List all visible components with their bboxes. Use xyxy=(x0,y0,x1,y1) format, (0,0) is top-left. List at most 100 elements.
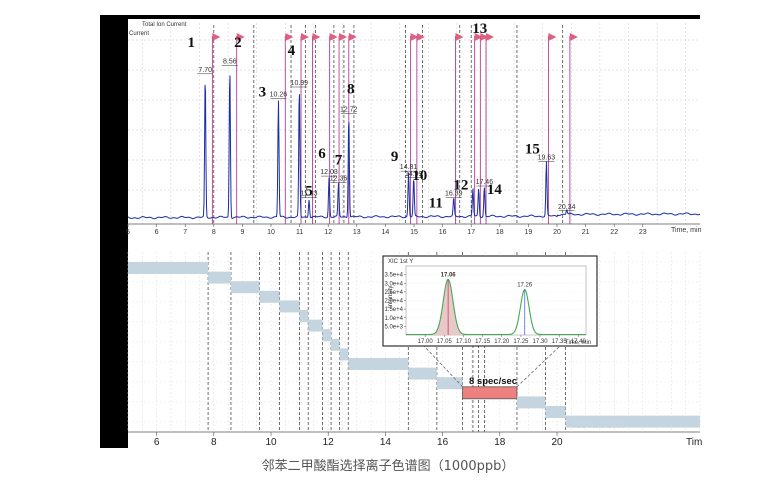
tic-peak-number: 14 xyxy=(487,182,503,198)
tic-grid xyxy=(128,23,700,224)
tic-x-tick-label: 11 xyxy=(296,229,303,236)
spec-rate-annotation: 8 spec/sec xyxy=(469,376,517,387)
tic-x-tick-label: 14 xyxy=(382,229,390,236)
segment-x-tick-label: 6 xyxy=(154,437,160,448)
inset-xic-trace xyxy=(406,278,586,336)
inset-peak-labels: 17.06 17.26 xyxy=(441,272,533,288)
tic-peak-number: 11 xyxy=(429,196,443,212)
tic-flag-icon xyxy=(474,33,483,41)
tic-flag-icon xyxy=(285,33,294,41)
tic-x-tick-label: 21 xyxy=(582,229,590,236)
tic-rt-label: 19.63 xyxy=(538,154,556,161)
tic-flag-icon xyxy=(236,33,245,41)
tic-flag-icon xyxy=(301,33,310,41)
tic-title: Total Ion Current xyxy=(142,22,187,28)
segment-x-tick-label: 14 xyxy=(380,437,392,448)
inset-x-tick-label: 17.35 xyxy=(552,339,568,345)
tic-x-tick-label: 5 xyxy=(126,229,130,236)
inset-x-tick-label: 17.00 xyxy=(418,339,434,345)
inset-x-tick-label: 17.30 xyxy=(533,339,549,345)
dark-frame-top xyxy=(100,15,700,19)
tic-flag-icon xyxy=(569,33,578,41)
tic-rt-label: 16.39 xyxy=(445,191,463,198)
inset-y-tick-label: 2.0e+4 xyxy=(384,299,403,305)
tic-rt-label: 10.99 xyxy=(291,80,309,87)
tic-rt-label: 14.99 xyxy=(405,171,423,178)
inset-peak-markers xyxy=(447,279,526,335)
tic-segment-divisions xyxy=(213,25,564,224)
segment-bar xyxy=(545,406,566,418)
tic-x-label: Time, min xyxy=(671,227,702,234)
tic-peak-number: 3 xyxy=(259,85,267,101)
segment-bar xyxy=(128,262,209,274)
tic-flag-icon xyxy=(410,33,419,41)
chromatogram-figure: 7.708.5610.2610.9911.3312.0312.3612.7214… xyxy=(100,15,702,448)
inset-x-tick-label: 17.20 xyxy=(494,339,510,345)
tic-x-tick-label: 20 xyxy=(553,229,561,236)
segment-bar xyxy=(516,396,546,409)
tic-peak-number: 7 xyxy=(335,153,343,169)
inset-y-tick-label: 1.5e+4 xyxy=(384,307,403,313)
tic-flag-icon xyxy=(329,33,338,41)
segment-bar xyxy=(308,319,323,332)
segment-bar xyxy=(565,415,700,428)
tic-rt-label: 12.36 xyxy=(330,176,348,183)
xic-inset: XIC 1st Y 5.0e+3 1.0e+4 1.5e+4 2.0e+4 2.5e+4… xyxy=(382,255,598,347)
tic-flag-icon xyxy=(480,33,489,41)
tic-rt-label: 10.26 xyxy=(270,92,288,99)
segment-bar xyxy=(322,329,332,342)
tic-flag-icon xyxy=(416,33,425,41)
tic-peak-number: 2 xyxy=(234,35,242,51)
inset-zoom-lines xyxy=(423,345,561,388)
tic-peak-number: 4 xyxy=(288,43,296,59)
segment-bar xyxy=(230,281,260,294)
tic-legend-entry: Current xyxy=(129,31,149,37)
inset-peak-label: 17.06 xyxy=(441,272,457,278)
segment-x-tick-label: 10 xyxy=(265,437,277,448)
tic-x-tick-label: 15 xyxy=(410,229,418,236)
tic-panel: 7.708.5610.2610.9911.3312.0312.3612.7214… xyxy=(126,19,702,236)
tic-x-tick-label: 10 xyxy=(267,229,275,236)
segment-x-tick-label: 16 xyxy=(437,437,449,448)
tic-rt-label: 17.46 xyxy=(476,179,494,186)
tic-rt-label: 8.56 xyxy=(223,59,237,66)
tic-x-tick-label: 13 xyxy=(353,229,361,236)
segment-bar xyxy=(408,367,437,380)
segment-x-tick-label: 8 xyxy=(211,437,217,448)
segment-bar xyxy=(259,290,280,303)
tic-peak-number: 15 xyxy=(525,141,540,157)
tic-flag-icon xyxy=(486,33,495,41)
tic-x-tick-label: 19 xyxy=(525,229,533,236)
tic-x-tick-label: 18 xyxy=(496,229,504,236)
tic-flag-icon xyxy=(312,33,321,41)
tic-rt-label: 11.33 xyxy=(301,191,318,198)
segment-bar xyxy=(331,338,340,351)
segment-x-tick-label: 18 xyxy=(494,437,506,448)
tic-flag-icon xyxy=(212,33,221,41)
inset-x-tick-label: 17.15 xyxy=(475,339,491,345)
inset-y-label: Intensity xyxy=(388,286,394,308)
segment-bar xyxy=(436,377,463,390)
tic-flag-icon xyxy=(348,33,357,41)
tic-peak-number: 8 xyxy=(347,81,355,97)
dark-frame-left xyxy=(100,15,128,448)
inset-peak-label: 17.26 xyxy=(517,283,533,289)
tic-x-tick-label: 23 xyxy=(639,229,647,236)
inset-x-tick-label: 17.25 xyxy=(513,339,529,345)
inset-zoom-line xyxy=(423,345,463,388)
inset-y-tick-label: 1.0e+4 xyxy=(384,316,403,322)
tic-x-tick-label: 16 xyxy=(439,229,447,236)
tic-peak-number: 10 xyxy=(412,168,427,184)
watermark: ftek.com xyxy=(572,415,625,431)
inset-y-tick-label: 3.5e+4 xyxy=(384,273,403,279)
tic-x-tick-label: 9 xyxy=(240,229,244,236)
segment-bar xyxy=(348,358,409,370)
segment-x-tick-label: 20 xyxy=(551,437,563,448)
inset-y-tick-label: 2.5e+4 xyxy=(384,290,403,296)
segment-bar xyxy=(299,310,309,322)
tic-x-tick-label: 7 xyxy=(183,229,187,236)
inset-x-tick-label: 17.40 xyxy=(571,339,587,345)
segment-bar xyxy=(208,271,231,284)
